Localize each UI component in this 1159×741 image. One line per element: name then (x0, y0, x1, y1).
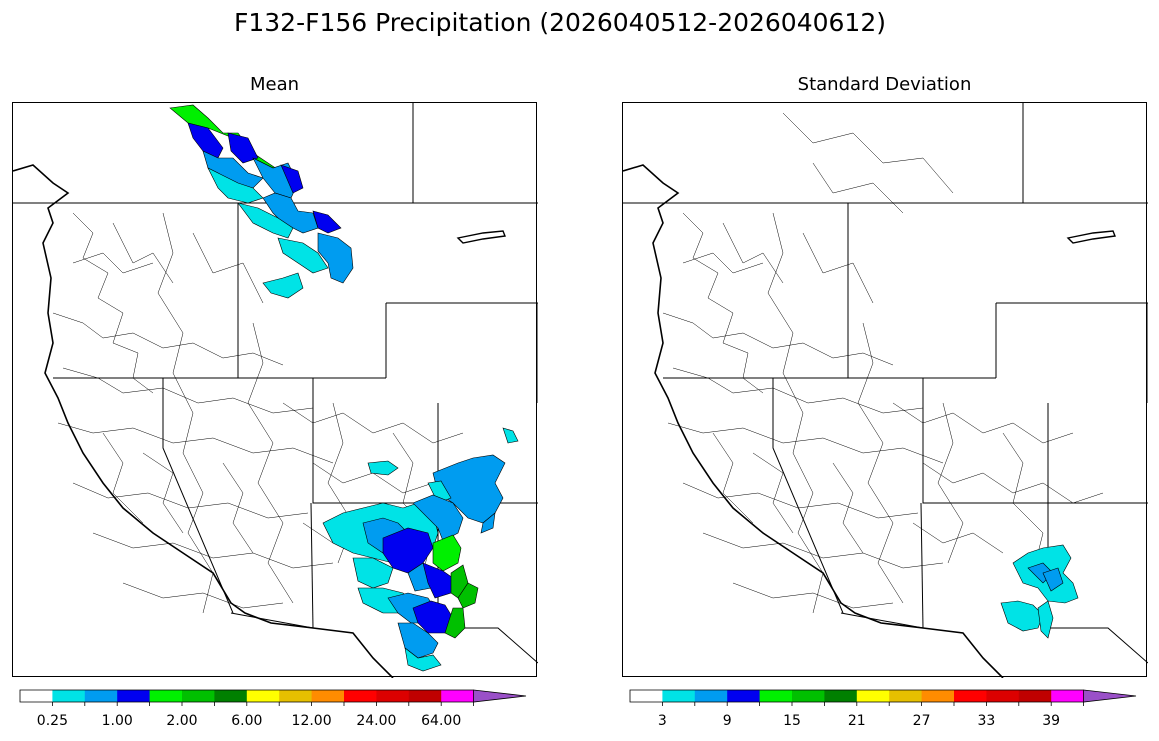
std-panel-title: Standard Deviation (797, 74, 972, 95)
colorbar-segment (986, 690, 1020, 702)
colorbar-segment (376, 690, 410, 702)
colorbar-tick-label: 21 (847, 713, 866, 729)
colorbar-segment (214, 690, 248, 702)
coastline (623, 164, 1004, 678)
colorbar-segment (344, 690, 377, 702)
coastline (13, 164, 394, 678)
colorbar-segment (630, 690, 663, 702)
colorbar-tick-label: 6.00 (231, 713, 263, 729)
colorbar-segment (889, 690, 923, 702)
colorbar-extend-arrow (473, 689, 527, 703)
colorbar-segment (84, 690, 118, 702)
colorbar-tick-label: 3 (657, 713, 667, 729)
mean-map (13, 103, 538, 678)
colorbar-segment (52, 690, 86, 702)
std-colorbar (629, 689, 1140, 712)
mean-colorbar (19, 689, 530, 712)
std-map-panel (622, 102, 1148, 678)
precip-north (169, 104, 354, 299)
colorbar-segment (1018, 690, 1052, 702)
lake-outline (1066, 230, 1116, 244)
colorbar-tick-label: 33 (977, 713, 996, 729)
colorbar-tick-label: 64.00 (421, 713, 462, 729)
colorbar-segment (408, 690, 442, 702)
colorbar-tick-label: 24.00 (356, 713, 397, 729)
mean-panel-title: Mean (249, 74, 300, 95)
colorbar-segment (856, 690, 890, 702)
colorbar-segment (824, 690, 858, 702)
precip-south (322, 427, 519, 672)
mean-map-panel (12, 102, 538, 678)
colorbar-extend-arrow (1083, 689, 1137, 703)
colorbar-tick-label: 1.00 (101, 713, 133, 729)
colorbar-tick-label: 9 (722, 713, 732, 729)
basin-boundaries (662, 112, 1104, 614)
colorbar-segment (727, 690, 761, 702)
precip-std (1000, 544, 1079, 639)
colorbar-segment (792, 690, 825, 702)
state-borders (623, 103, 1148, 664)
colorbar-segment (246, 690, 280, 702)
colorbar-tick-label: 2.00 (166, 713, 198, 729)
colorbar-tick-label: 0.25 (36, 713, 68, 729)
lake-outline (456, 230, 506, 244)
std-map (623, 103, 1148, 678)
colorbar-segment (117, 690, 151, 702)
colorbar-segment (921, 690, 955, 702)
colorbar-segment (311, 690, 345, 702)
colorbar-tick-label: 12.00 (291, 713, 332, 729)
figure-title: F132-F156 Precipitation (2026040512-2026… (233, 8, 886, 37)
colorbar-segment (662, 690, 696, 702)
colorbar-segment (279, 690, 313, 702)
colorbar-segment (441, 690, 475, 702)
colorbar-segment (20, 690, 53, 702)
colorbar-tick-label: 15 (783, 713, 801, 729)
colorbar-segment (182, 690, 215, 702)
colorbar-tick-label: 39 (1042, 713, 1061, 729)
colorbar-segment (759, 690, 793, 702)
colorbar-segment (149, 690, 183, 702)
colorbar-segment (1051, 690, 1085, 702)
colorbar-segment (954, 690, 987, 702)
colorbar-segment (694, 690, 728, 702)
colorbar-tick-label: 27 (912, 713, 931, 729)
